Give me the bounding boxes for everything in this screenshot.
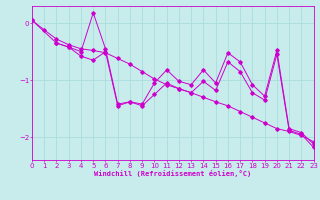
X-axis label: Windchill (Refroidissement éolien,°C): Windchill (Refroidissement éolien,°C): [94, 170, 252, 177]
